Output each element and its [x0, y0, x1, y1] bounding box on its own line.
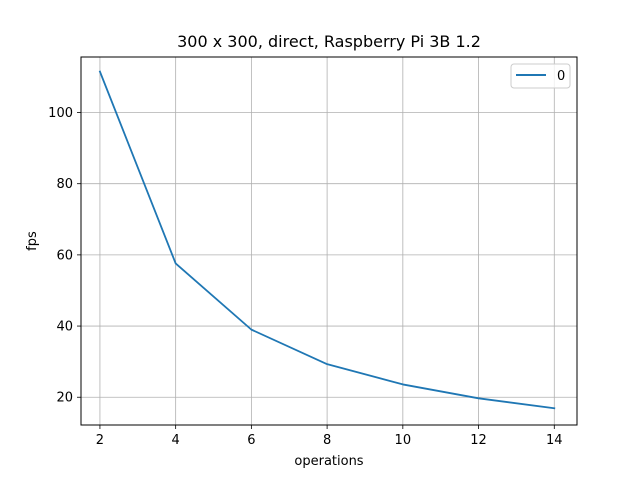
series-lines — [98, 70, 556, 410]
x-tick-label: 14 — [546, 433, 563, 448]
series-line — [98, 70, 556, 410]
y-tick-label: 20 — [56, 391, 73, 406]
y-tick-label: 40 — [56, 320, 73, 335]
grid — [81, 57, 577, 425]
x-tick-label: 4 — [172, 433, 180, 448]
legend: 0 — [510, 63, 571, 89]
x-tick-label: 6 — [247, 433, 255, 448]
y-axis-label: fps — [25, 231, 40, 251]
x-axis-ticks: 2 4 6 8 10 12 14 — [96, 425, 563, 448]
plot-frame — [80, 56, 578, 426]
y-tick-label: 100 — [48, 106, 73, 121]
x-axis-label: operations — [294, 454, 363, 469]
x-tick-label: 10 — [395, 433, 412, 448]
x-tick-label: 2 — [96, 433, 104, 448]
x-tick-label: 12 — [470, 433, 487, 448]
x-tick-label: 8 — [323, 433, 331, 448]
y-axis-ticks: 20 40 60 80 100 — [48, 106, 81, 406]
chart-title: 300 x 300, direct, Raspberry Pi 3B 1.2 — [177, 32, 481, 51]
y-tick-label: 60 — [56, 248, 73, 263]
y-tick-label: 80 — [56, 177, 73, 192]
legend-entry-label: 0 — [557, 69, 565, 84]
